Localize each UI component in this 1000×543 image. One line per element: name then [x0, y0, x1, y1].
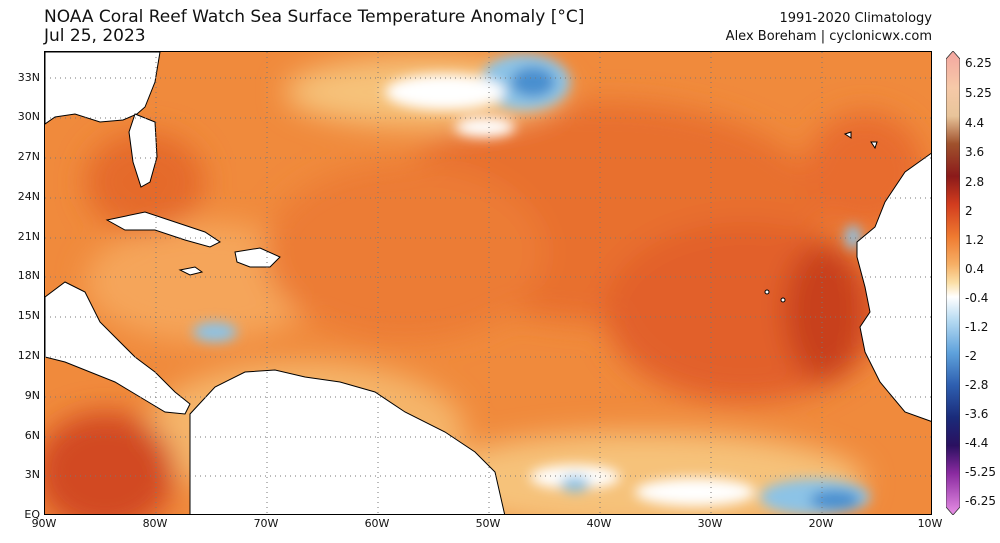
land-masses: [45, 52, 931, 514]
colorbar-label: 1.2: [965, 233, 985, 247]
lat-label-3n: 3N: [24, 468, 40, 481]
land-cuba: [105, 211, 221, 248]
sst-anomaly-map: [44, 51, 932, 515]
lat-label-eq: EQ: [24, 508, 40, 521]
colorbar-label: -4.4: [965, 436, 989, 450]
graticule: [45, 52, 931, 514]
cool-anomaly-patches: [193, 54, 870, 514]
lon-label-50w: 50W: [475, 517, 501, 530]
land-canary-islands: [843, 131, 852, 139]
colorbar-label: -6.25: [965, 494, 997, 508]
colorbar: [946, 51, 960, 515]
colorbar-label: -0.4: [965, 291, 989, 305]
map-title: NOAA Coral Reef Watch Sea Surface Temper…: [44, 7, 585, 27]
lat-label-15n: 15N: [17, 309, 40, 322]
land-cape-verde-2: [780, 297, 786, 303]
climatology-label: 1991-2020 Climatology: [779, 11, 932, 26]
colorbar-label: 4.4: [965, 116, 985, 130]
lat-label-9n: 9N: [24, 389, 40, 402]
map-canvas: [45, 52, 931, 514]
colorbar-label: -1.2: [965, 320, 989, 334]
lat-label-24n: 24N: [17, 190, 40, 203]
colorbar-label: 2.8: [965, 175, 985, 189]
lat-label-12n: 12N: [17, 349, 40, 362]
land-hispaniola: [234, 247, 281, 268]
lat-label-21n: 21N: [17, 230, 40, 243]
land-cape-verde: [764, 289, 770, 295]
colorbar-label: 5.25: [965, 86, 992, 100]
land-canary-islands-2: [870, 141, 878, 150]
lon-label-60w: 60W: [364, 517, 390, 530]
lat-label-33n: 33N: [17, 71, 40, 84]
lat-label-6n: 6N: [24, 429, 40, 442]
lon-label-20w: 20W: [808, 517, 834, 530]
lat-label-18n: 18N: [17, 269, 40, 282]
land-north-america: [45, 52, 161, 125]
lon-label-80w: 80W: [142, 517, 168, 530]
lon-label-10w: 10W: [917, 517, 943, 530]
lon-label-40w: 40W: [586, 517, 612, 530]
credit-label: Alex Boreham | cyclonicwx.com: [725, 29, 932, 44]
map-date: Jul 25, 2023: [44, 26, 146, 46]
colorbar-gradient: [946, 51, 960, 515]
lon-label-90w: 90W: [31, 517, 57, 530]
lat-label-30n: 30N: [17, 110, 40, 123]
land-central-america: [45, 281, 191, 415]
land-south-america: [189, 369, 506, 514]
colorbar-label: -5.25: [965, 465, 997, 479]
land-jamaica: [178, 266, 204, 276]
colorbar-label: 3.6: [965, 145, 985, 159]
land-florida: [128, 113, 158, 188]
lat-label-27n: 27N: [17, 150, 40, 163]
colorbar-label: -2.8: [965, 378, 989, 392]
land-africa: [856, 152, 931, 422]
colorbar-label: -2: [965, 349, 977, 363]
colorbar-label: 0.4: [965, 262, 985, 276]
colorbar-label: -3.6: [965, 407, 989, 421]
lon-label-30w: 30W: [697, 517, 723, 530]
colorbar-label: 6.25: [965, 56, 992, 70]
lon-label-70w: 70W: [253, 517, 279, 530]
colorbar-label: 2: [965, 204, 973, 218]
